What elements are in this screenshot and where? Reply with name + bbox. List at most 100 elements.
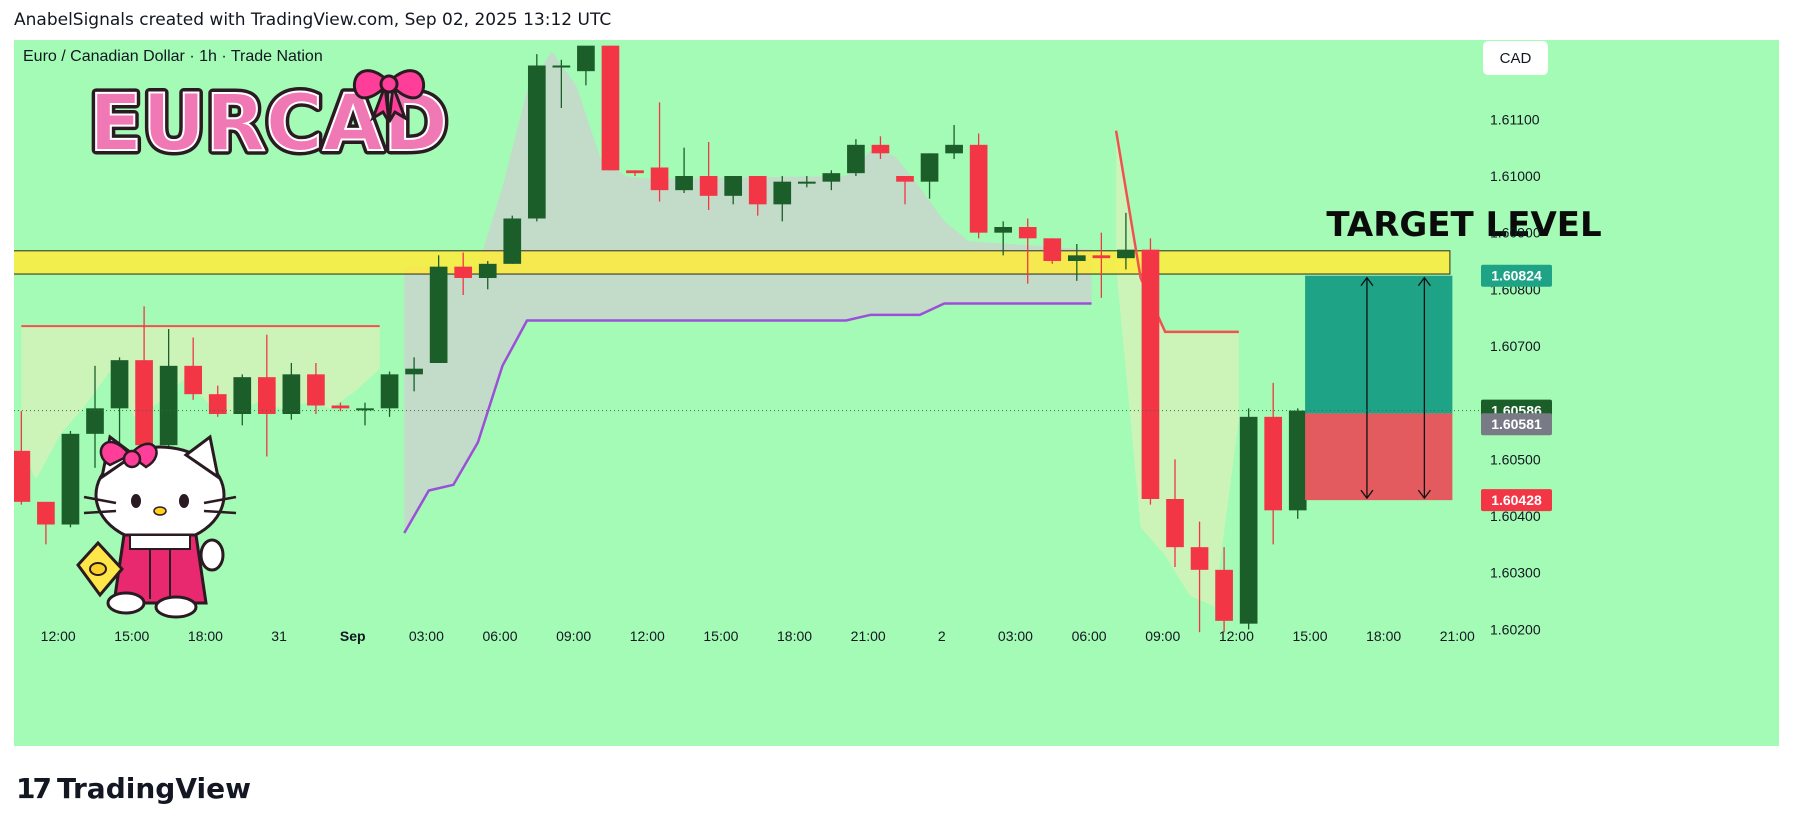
candle [945, 125, 963, 159]
candle-body [626, 170, 644, 174]
time-tick-label: 12:00 [41, 628, 76, 644]
target-level-label: TARGET LEVEL [1326, 205, 1601, 245]
time-tick-label: 18:00 [1366, 628, 1401, 644]
kitty-illustration-icon [76, 434, 237, 619]
time-axis[interactable]: 12:00 15:00 18:00 31 Sep 03:00 06:00 09:00 12:00… [14, 628, 1779, 746]
candle [920, 153, 939, 199]
candle-body [1141, 249, 1160, 499]
tradingview-brand: TradingView [56, 772, 251, 805]
symbol-description: Euro / Canadian Dollar · 1h · Trade Nati… [23, 48, 323, 65]
time-tick-label: 15:00 [114, 628, 149, 644]
candle [847, 139, 865, 176]
candle [135, 306, 153, 448]
candle-body [159, 365, 178, 446]
candle [429, 255, 448, 363]
candle [1239, 408, 1258, 630]
candle-body [110, 360, 129, 409]
candle-body [503, 218, 522, 264]
candle [1117, 212, 1135, 270]
long-position-tool[interactable] [1305, 275, 1453, 501]
candle [405, 357, 423, 392]
candle-body [380, 374, 399, 409]
candle [577, 45, 595, 86]
candle-body [847, 144, 865, 174]
candle [1018, 218, 1037, 284]
time-tick-label: 31 [271, 628, 287, 644]
candle-body [969, 144, 988, 233]
candle-body [773, 181, 792, 205]
candle-body [135, 360, 153, 446]
price-tag-box [1481, 489, 1552, 512]
candle [478, 261, 497, 290]
candle-body [748, 176, 767, 205]
candle [1264, 382, 1283, 545]
time-tick-label: 09:00 [556, 628, 591, 644]
price-tick-label: 1.60300 [1490, 565, 1541, 581]
candle [86, 365, 104, 468]
tradingview-logo[interactable]: 17 TradingView [16, 772, 251, 805]
candle-body [478, 263, 497, 278]
price-tag: 1.60428 [1481, 489, 1552, 512]
candle [257, 334, 276, 457]
candle [1141, 238, 1160, 505]
price-tick-label: 1.60900 [1490, 225, 1541, 241]
candle [1288, 408, 1307, 519]
candle [773, 176, 792, 222]
candle [650, 102, 669, 202]
candle-body [945, 144, 963, 154]
candle-body [601, 45, 620, 171]
candle [454, 252, 473, 295]
candle-body [331, 405, 350, 409]
candle-body [920, 153, 939, 182]
candle-body [86, 408, 104, 434]
price-tick-label: 1.60400 [1490, 508, 1541, 524]
candle [601, 45, 620, 171]
candle-body [871, 144, 890, 154]
candle [14, 411, 31, 505]
candle [527, 54, 546, 222]
candle [1215, 547, 1233, 633]
time-axis-strip [14, 652, 1779, 746]
cloud-fill [404, 51, 1092, 533]
candles-layer [14, 45, 1307, 633]
candle-body [356, 408, 374, 411]
candle-body [1215, 569, 1233, 621]
candle [159, 329, 178, 448]
candle-body [1264, 416, 1283, 511]
candle-body [429, 266, 448, 363]
price-chart[interactable]: Euro / Canadian Dollar · 1h · Trade Nati… [14, 40, 1779, 746]
candle [797, 176, 816, 188]
price-tag-label: 1.60824 [1491, 268, 1542, 284]
pink-bow-icon [352, 69, 426, 123]
candle [356, 402, 374, 426]
price-tick-label: 1.60500 [1490, 451, 1541, 467]
currency-button[interactable]: CAD [1483, 41, 1548, 75]
target-zone-box [1305, 275, 1453, 414]
candle [626, 170, 644, 176]
price-tick-label: 1.60200 [1490, 621, 1541, 637]
candle-body [1018, 227, 1037, 239]
candle [307, 363, 325, 414]
candle-body [1239, 416, 1258, 624]
candle [282, 363, 301, 420]
candle-body [61, 433, 80, 525]
candle [871, 136, 890, 159]
candle [1043, 238, 1062, 264]
candle-body [552, 65, 571, 68]
candle [675, 147, 693, 193]
price-tag-label: 1.60581 [1491, 416, 1542, 432]
candle [822, 170, 841, 191]
candle [724, 176, 743, 205]
candle-body [527, 65, 546, 219]
candle-body [14, 450, 31, 502]
candle-body [994, 227, 1013, 233]
candle [1190, 521, 1209, 633]
candle-body [257, 377, 276, 414]
candle-body [797, 181, 816, 184]
candle [331, 402, 350, 412]
time-tick-label: 09:00 [1145, 628, 1180, 644]
price-tag-label: 1.60428 [1491, 492, 1542, 508]
time-tick-label: 06:00 [482, 628, 517, 644]
candle-body [405, 368, 423, 375]
